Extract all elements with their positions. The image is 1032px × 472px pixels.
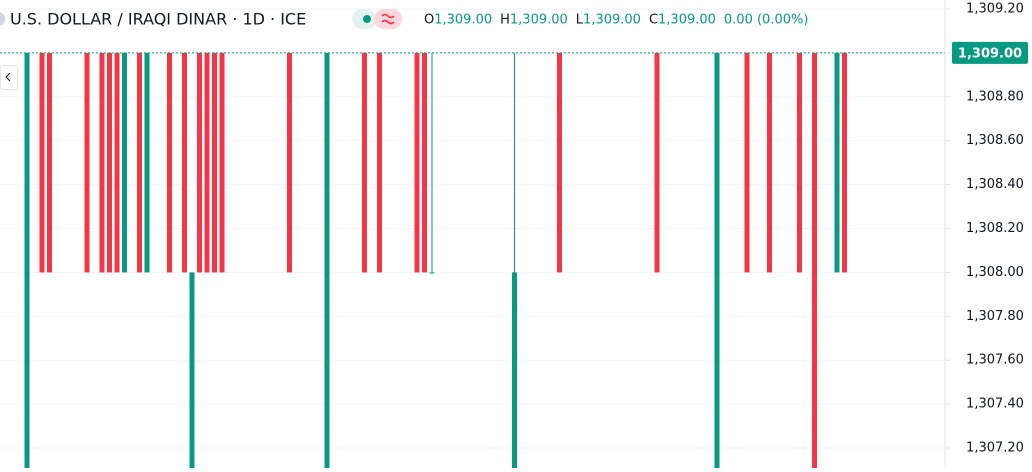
y-tick-label: 1,308.20 — [966, 221, 1024, 236]
ohlc-key: C — [649, 13, 658, 28]
candle-body — [557, 52, 562, 273]
candle-body — [24, 52, 30, 468]
last-price-label: 1,309.00 — [958, 46, 1022, 61]
candle-body — [167, 52, 172, 273]
status-dot — [363, 15, 371, 23]
candle-body — [654, 52, 660, 273]
candle-body — [114, 52, 120, 273]
candle-body — [99, 52, 105, 273]
ohlc-value: 1,309.00 — [583, 13, 641, 28]
candle-body — [204, 52, 210, 273]
candle-body — [107, 52, 112, 273]
candle-body — [324, 52, 330, 468]
candle-body — [84, 52, 90, 273]
ohlc-value: 1,309.00 — [658, 13, 716, 28]
candle-body — [414, 52, 420, 273]
candle-body — [219, 52, 225, 273]
candle-body — [714, 52, 720, 468]
candle-body — [287, 52, 292, 273]
candle-body — [144, 52, 150, 273]
candle-body — [834, 52, 840, 273]
symbol-icon — [0, 12, 5, 26]
change-value: 0.00 (0.00%) — [724, 13, 809, 28]
y-tick-label: 1,307.40 — [966, 397, 1024, 412]
candle-body — [767, 52, 772, 273]
y-tick-label: 1,307.20 — [966, 441, 1024, 456]
candle-body — [429, 272, 435, 274]
last-price-badge — [952, 41, 1028, 64]
candle-body — [377, 52, 382, 273]
candle-body — [197, 52, 202, 273]
candle-body — [422, 52, 427, 273]
y-tick-label: 1,307.60 — [966, 353, 1024, 368]
candle-body — [182, 52, 187, 273]
ohlc-key: L — [576, 13, 584, 28]
ohlc-value: 1,309.00 — [510, 13, 568, 28]
candle-body — [39, 52, 45, 273]
candle-body — [137, 52, 142, 273]
candle-body — [512, 272, 517, 468]
y-tick-label: 1,308.40 — [966, 177, 1024, 192]
candle-body — [122, 52, 127, 273]
candle-body — [842, 52, 847, 273]
delay-icon — [381, 13, 395, 25]
candle-body — [744, 52, 750, 273]
chart-title: U.S. DOLLAR / IRAQI DINAR · 1D · ICE — [10, 10, 306, 29]
candle-body — [362, 52, 367, 273]
y-tick-label: 1,308.00 — [966, 265, 1024, 280]
ohlc-key: O — [424, 13, 434, 28]
ohlc-key: H — [500, 13, 510, 28]
candle-body — [797, 52, 802, 273]
y-axis: 1,309.20 1,309.00 1,308.80 1,308.60 1,308.40… — [945, 2, 1028, 456]
y-tick-label: 1,309.20 — [966, 2, 1024, 17]
delay-badge[interactable] — [374, 9, 402, 29]
candle-body — [189, 272, 195, 468]
ohlc-value: 1,309.00 — [434, 13, 492, 28]
y-tick-label: 1,308.80 — [966, 89, 1024, 104]
candle-body — [212, 52, 217, 273]
y-tick-label: 1,308.60 — [966, 133, 1024, 148]
collapse-button[interactable] — [0, 65, 18, 90]
plot-area — [0, 52, 945, 468]
legend-header: U.S. DOLLAR / IRAQI DINAR · 1D · ICE O 1,… — [0, 9, 808, 29]
collapse-icon — [5, 72, 11, 82]
y-tick-label: 1,307.80 — [966, 309, 1024, 324]
candle-body — [812, 52, 817, 468]
candle-body — [47, 52, 52, 273]
